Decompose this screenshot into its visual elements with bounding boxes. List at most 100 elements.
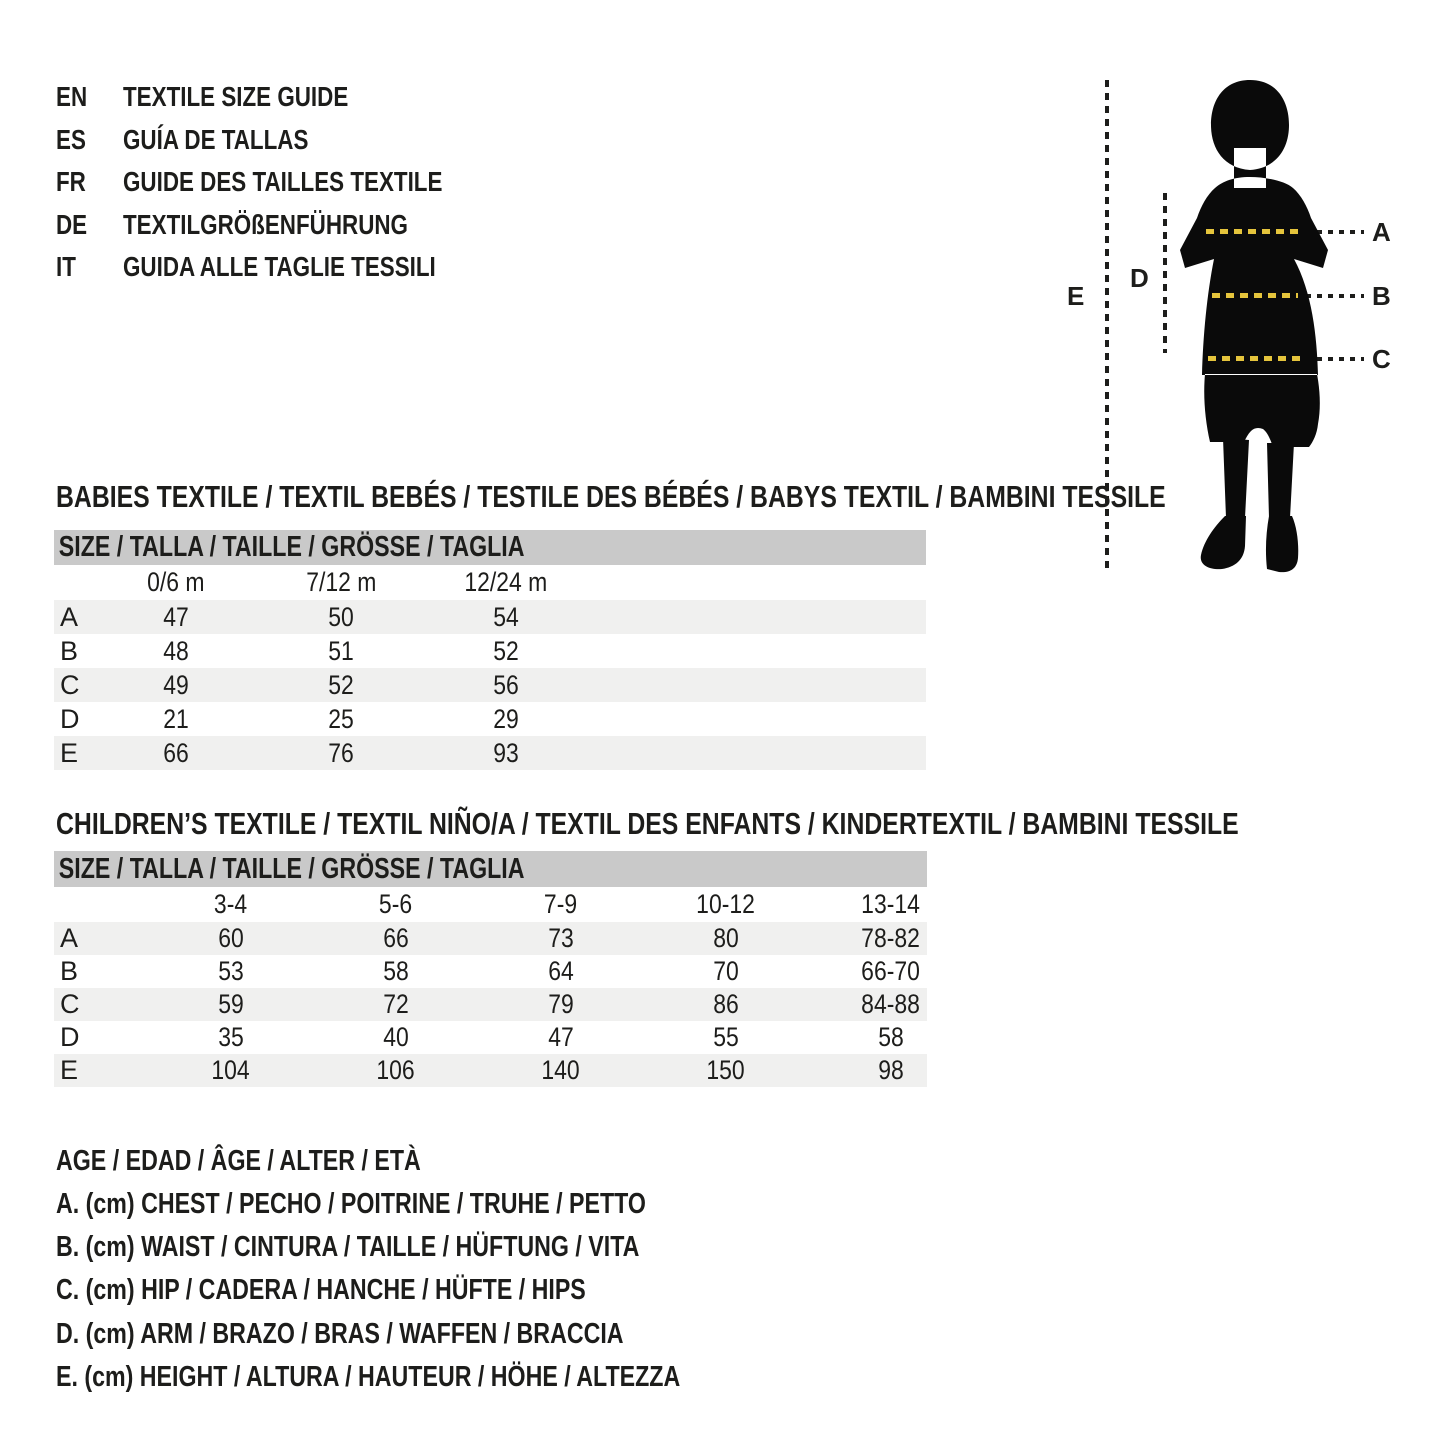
children-size-header-text: SIZE / TALLA / TAILLE / GRÖSSE / TAGLIA: [58, 853, 525, 885]
cell: 49: [163, 670, 189, 700]
children-row-a: A 60 66 73 80 78-82: [54, 922, 927, 955]
cell: 64: [548, 956, 574, 986]
cell: 66: [383, 923, 409, 953]
lang-title-en: TEXTILE SIZE GUIDE: [123, 81, 349, 113]
babies-size-header-text: SIZE / TALLA / TAILLE / GRÖSSE / TAGLIA: [58, 531, 525, 563]
cell: 84-88: [861, 989, 921, 1019]
children-col-5-6: 5-6: [379, 889, 413, 919]
measure-label-d: D: [1130, 263, 1149, 293]
children-row-e: E 104 106 140 150 98: [54, 1054, 927, 1087]
lang-code-en: EN: [56, 81, 88, 113]
lang-title-it: GUIDA ALLE TAGLIE TESSILI: [123, 251, 436, 283]
cell: 47: [163, 602, 189, 632]
babies-col-7-12m: 7/12 m: [305, 567, 377, 597]
legend-hip: C. (cm) HIP / CADERA / HANCHE / HÜFTE / …: [56, 1274, 586, 1306]
children-size-header-bar: SIZE / TALLA / TAILLE / GRÖSSE / TAGLIA: [54, 851, 927, 887]
lang-code-de: DE: [56, 208, 88, 240]
cell: 66-70: [861, 956, 921, 986]
cell: 80: [713, 923, 739, 953]
cell: 50: [328, 602, 354, 632]
babies-col-12-24m: 12/24 m: [464, 567, 548, 597]
babies-row-d: D 21 25 29: [54, 702, 926, 736]
babies-row-b: B 48 51 52: [54, 634, 926, 668]
cell: 21: [163, 704, 189, 734]
row-label-e: E: [60, 738, 79, 768]
row-label-b: B: [60, 636, 79, 666]
children-row-d: D 35 40 47 55 58: [54, 1021, 927, 1054]
legend-age: AGE / EDAD / ÂGE / ALTER / ETÀ: [56, 1145, 421, 1177]
babies-row-c: C 49 52 56: [54, 668, 926, 702]
children-column-header-row: 3-4 5-6 7-9 10-12 13-14: [54, 887, 927, 922]
cell: 58: [878, 1022, 904, 1052]
lang-title-de: TEXTILGRÖßENFÜHRUNG: [123, 208, 408, 240]
row-label-a: A: [60, 602, 79, 632]
babies-size-header-bar: SIZE / TALLA / TAILLE / GRÖSSE / TAGLIA: [54, 530, 926, 565]
hip-pointer-line: [1306, 357, 1364, 361]
child-silhouette-image: [1180, 80, 1328, 573]
cell: 58: [383, 956, 409, 986]
cell: 60: [218, 923, 244, 953]
row-label-a: A: [60, 923, 79, 953]
babies-column-header-row: 0/6 m 7/12 m 12/24 m: [54, 565, 926, 600]
cell: 72: [383, 989, 409, 1019]
lang-title-fr: GUIDE DES TAILLES TEXTILE: [123, 166, 443, 198]
legend-height: E. (cm) HEIGHT / ALTURA / HAUTEUR / HÖHE…: [56, 1361, 681, 1393]
height-guide-line-e: [1105, 80, 1109, 570]
cell: 79: [548, 989, 574, 1019]
cell: 53: [218, 956, 244, 986]
cell: 55: [713, 1022, 739, 1052]
row-label-c: C: [60, 670, 80, 700]
arm-guide-line-d: [1163, 193, 1167, 353]
measure-label-a: A: [1372, 217, 1391, 247]
measure-label-e: E: [1067, 281, 1085, 311]
language-title-block: EN TEXTILE SIZE GUIDE ES GUÍA DE TALLAS …: [56, 76, 522, 289]
lang-title-es: GUÍA DE TALLAS: [123, 123, 309, 155]
legend-chest: A. (cm) CHEST / PECHO / POITRINE / TRUHE…: [56, 1188, 646, 1220]
language-row-fr: FR GUIDE DES TAILLES TEXTILE: [56, 161, 522, 204]
hip-dash-line: [1208, 356, 1304, 361]
cell: 66: [163, 738, 189, 768]
children-row-c: C 59 72 79 86 84-88: [54, 988, 927, 1021]
children-col-7-9: 7-9: [544, 889, 578, 919]
children-col-13-14: 13-14: [861, 889, 921, 919]
cell: 54: [493, 602, 519, 632]
chest-pointer-line: [1306, 230, 1364, 234]
cell: 51: [328, 636, 354, 666]
cell: 76: [328, 738, 354, 768]
cell: 140: [541, 1055, 581, 1085]
row-label-d: D: [60, 1022, 80, 1052]
cell: 29: [493, 704, 519, 734]
lang-code-es: ES: [56, 123, 86, 155]
cell: 78-82: [861, 923, 921, 953]
language-row-de: DE TEXTILGRÖßENFÜHRUNG: [56, 204, 522, 247]
babies-section-heading: BABIES TEXTILE / TEXTIL BEBÉS / TESTILE …: [56, 479, 1166, 514]
cell: 52: [328, 670, 354, 700]
children-col-3-4: 3-4: [214, 889, 248, 919]
measure-label-b: B: [1372, 281, 1391, 311]
language-row-en: EN TEXTILE SIZE GUIDE: [56, 76, 522, 119]
row-label-c: C: [60, 989, 80, 1019]
cell: 56: [493, 670, 519, 700]
cell: 106: [376, 1055, 416, 1085]
waist-dash-line: [1212, 293, 1298, 298]
cell: 150: [706, 1055, 746, 1085]
cell: 93: [493, 738, 519, 768]
language-row-it: IT GUIDA ALLE TAGLIE TESSILI: [56, 246, 522, 289]
legend-waist: B. (cm) WAIST / CINTURA / TAILLE / HÜFTU…: [56, 1231, 640, 1263]
row-label-b: B: [60, 956, 79, 986]
children-col-10-12: 10-12: [696, 889, 756, 919]
babies-col-0-6m: 0/6 m: [147, 567, 205, 597]
cell: 70: [713, 956, 739, 986]
cell: 47: [548, 1022, 574, 1052]
cell: 86: [713, 989, 739, 1019]
cell: 52: [493, 636, 519, 666]
cell: 40: [383, 1022, 409, 1052]
cell: 48: [163, 636, 189, 666]
children-row-b: B 53 58 64 70 66-70: [54, 955, 927, 988]
cell: 59: [218, 989, 244, 1019]
cell: 104: [211, 1055, 251, 1085]
babies-row-a: A 47 50 54: [54, 600, 926, 634]
lang-code-fr: FR: [56, 166, 86, 198]
cell: 25: [328, 704, 354, 734]
